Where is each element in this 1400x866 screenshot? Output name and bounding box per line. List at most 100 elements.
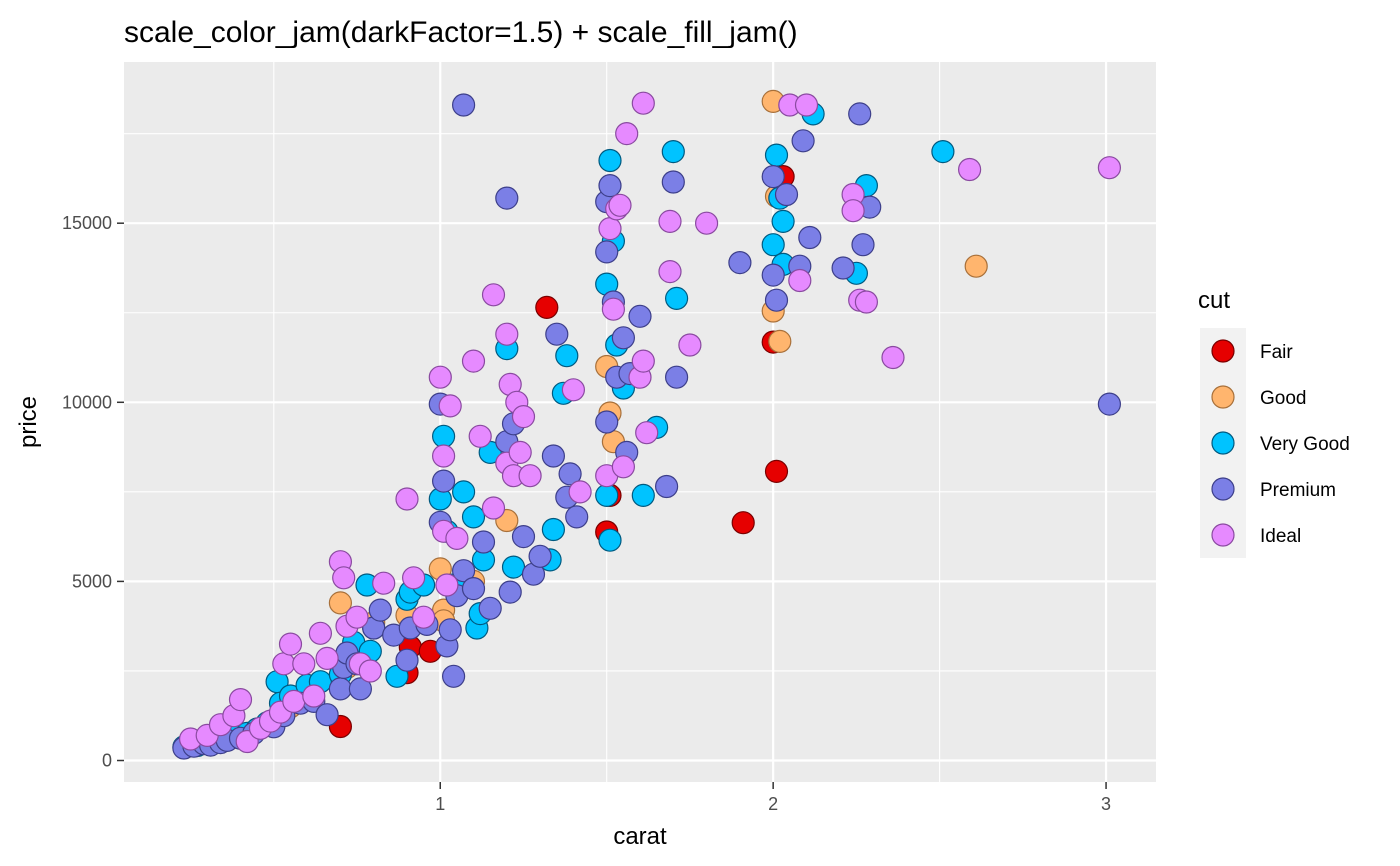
data-point — [495, 322, 519, 346]
data-point — [848, 102, 872, 126]
data-point — [768, 329, 792, 353]
data-point — [518, 464, 542, 488]
data-point — [412, 605, 436, 629]
data-point — [328, 591, 352, 615]
data-point — [438, 618, 462, 642]
legend-key-very-good — [1211, 431, 1235, 455]
data-point — [495, 186, 519, 210]
y-tick-label: 10000 — [62, 392, 112, 412]
data-point — [358, 659, 382, 683]
data-point — [461, 576, 486, 601]
data-point — [332, 566, 356, 590]
data-point — [771, 209, 795, 233]
data-point — [598, 217, 622, 241]
data-point — [308, 621, 332, 645]
data-point — [931, 140, 955, 164]
legend-label: Fair — [1260, 342, 1293, 363]
data-point — [568, 480, 592, 504]
data-point — [428, 365, 452, 389]
data-point — [774, 182, 799, 207]
data-point — [278, 632, 303, 656]
data-point — [764, 288, 789, 312]
data-point — [315, 646, 339, 671]
data-point — [598, 174, 622, 198]
data-point — [282, 689, 306, 714]
data-point — [764, 143, 789, 167]
data-point — [798, 225, 822, 250]
data-point — [608, 193, 632, 217]
data-point — [615, 122, 639, 146]
data-point — [478, 596, 502, 620]
data-point — [631, 91, 655, 115]
data-point — [854, 290, 879, 314]
data-point — [498, 580, 522, 604]
data-point — [272, 652, 296, 676]
data-point — [841, 199, 865, 223]
data-point — [628, 304, 652, 328]
data-point — [452, 559, 476, 583]
data-point — [528, 544, 552, 568]
x-tick-label: 2 — [768, 794, 778, 814]
data-point — [964, 254, 988, 278]
data-point — [957, 157, 982, 182]
data-point — [664, 286, 689, 310]
data-point — [664, 365, 689, 389]
data-point — [595, 483, 619, 507]
data-point — [631, 483, 655, 507]
data-point — [611, 455, 636, 479]
data-point — [348, 677, 372, 701]
data-point — [661, 170, 685, 194]
data-point — [1097, 156, 1122, 180]
data-point — [654, 474, 679, 499]
data-point — [631, 349, 655, 373]
data-point — [565, 505, 589, 529]
data-point — [558, 462, 582, 486]
data-point — [794, 93, 819, 117]
legend-key-fair — [1211, 339, 1235, 363]
data-points — [172, 89, 1122, 760]
legend-key-ideal — [1211, 523, 1235, 547]
data-point — [601, 297, 626, 321]
legend-key-premium — [1211, 477, 1235, 501]
data-point — [481, 283, 506, 307]
data-point — [661, 140, 685, 164]
data-point — [678, 333, 702, 357]
data-point — [508, 440, 532, 464]
data-point — [545, 322, 569, 346]
x-axis-title: carat — [613, 823, 667, 850]
data-point — [595, 240, 619, 264]
y-axis-title: price — [15, 396, 42, 448]
data-point — [1097, 392, 1122, 416]
y-tick-label: 0 — [102, 751, 112, 771]
legend: cut Fair Good Very Good Premium Ideal — [1198, 287, 1350, 558]
data-point — [761, 263, 785, 287]
legend-title: cut — [1198, 287, 1230, 314]
data-point — [471, 530, 496, 554]
data-point — [658, 260, 682, 284]
data-point — [541, 444, 566, 468]
data-point — [611, 326, 636, 350]
data-point — [372, 571, 396, 595]
data-point — [368, 598, 392, 622]
data-point — [761, 233, 785, 257]
data-point — [442, 664, 466, 688]
data-point — [328, 677, 352, 701]
legend-label: Good — [1260, 388, 1306, 409]
data-point — [345, 605, 369, 629]
data-point — [791, 129, 815, 153]
legend-label: Premium — [1260, 480, 1336, 501]
data-point — [561, 378, 586, 402]
data-point — [831, 256, 855, 280]
data-point — [315, 703, 339, 727]
data-point — [395, 648, 419, 672]
axes: 1 2 3 0 5000 10000 15000 — [62, 213, 1111, 814]
data-point — [555, 344, 579, 368]
y-tick-label: 5000 — [72, 571, 112, 591]
data-point — [445, 526, 469, 551]
data-point — [595, 410, 619, 434]
x-tick-label: 1 — [435, 794, 445, 814]
data-point — [851, 233, 875, 257]
data-point — [541, 517, 566, 542]
